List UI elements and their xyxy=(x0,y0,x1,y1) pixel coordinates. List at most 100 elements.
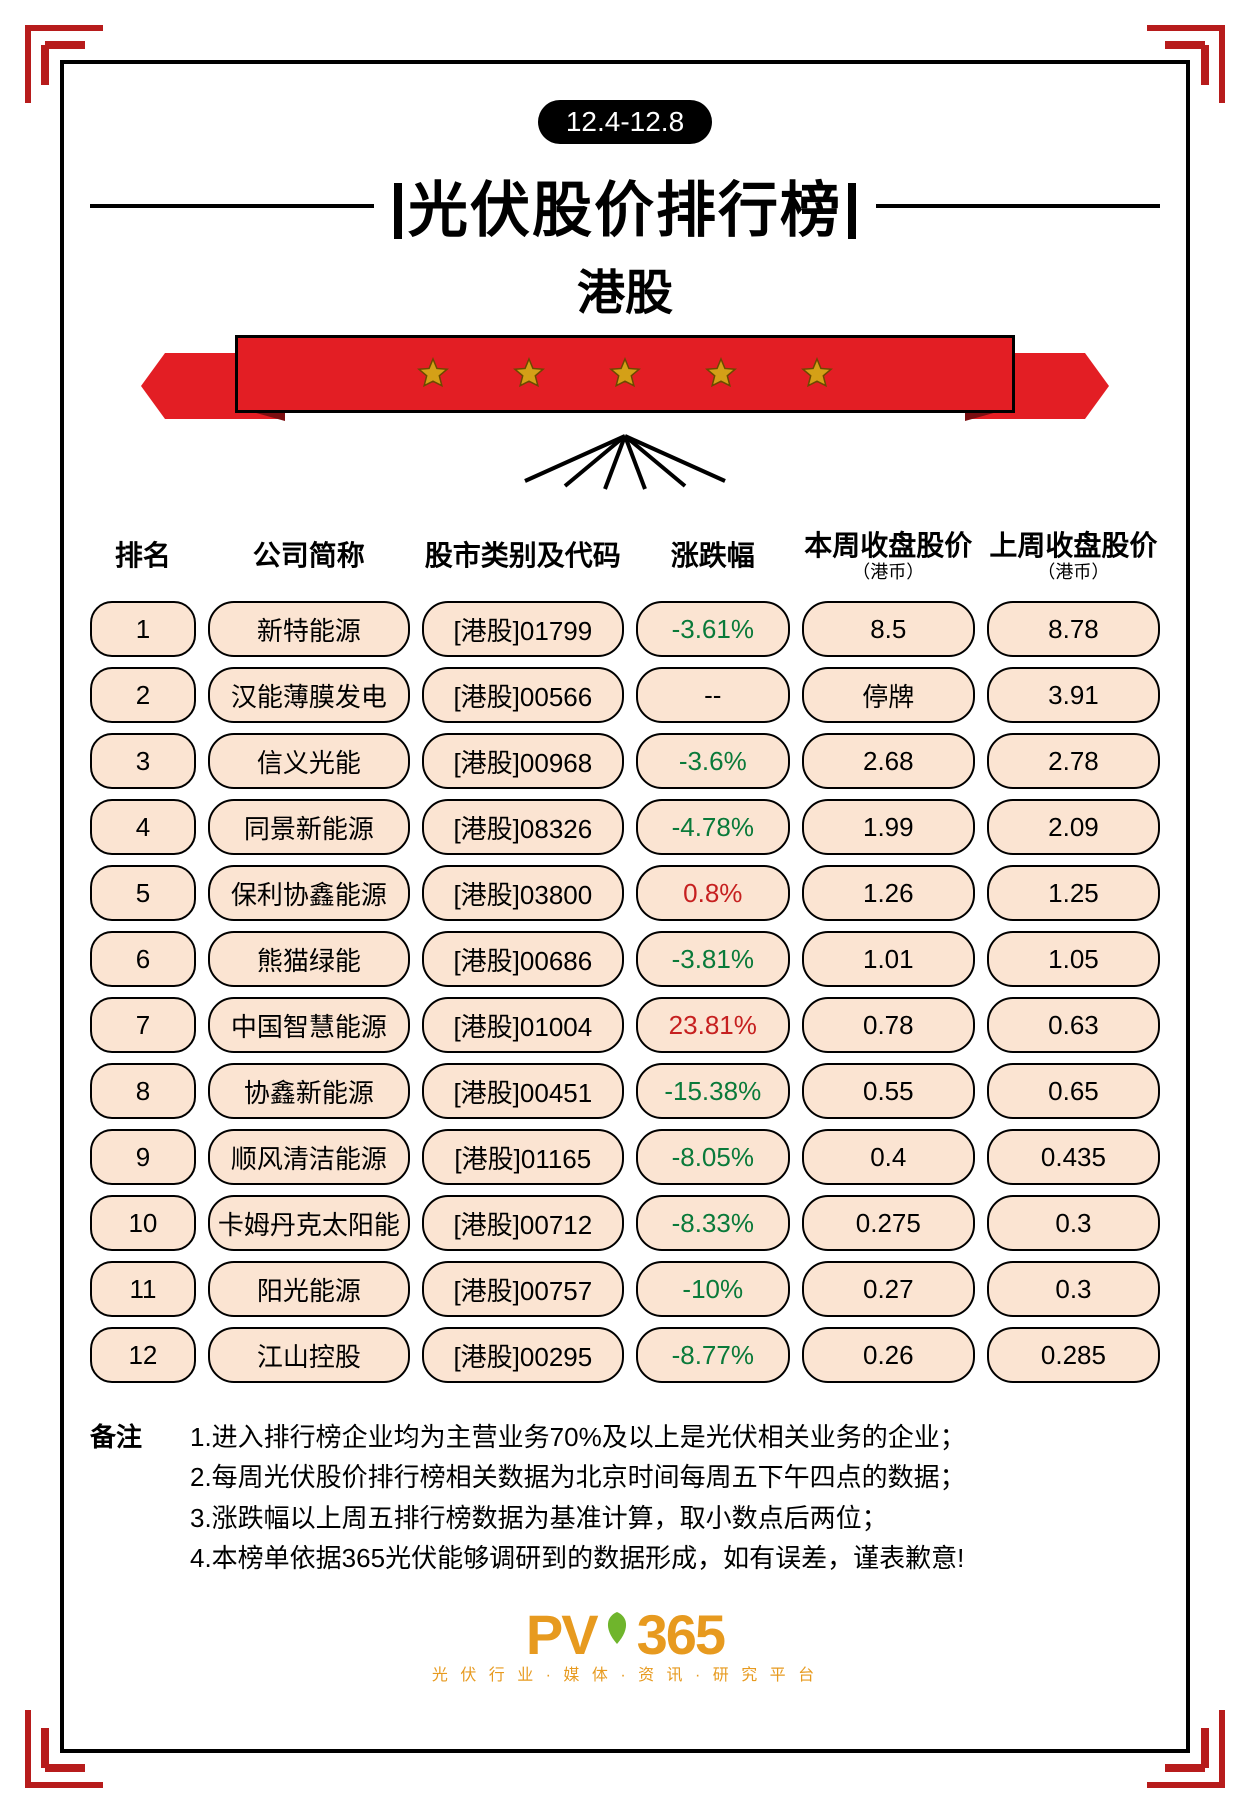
cell-rank: 11 xyxy=(90,1261,196,1317)
cell-last-week: 2.78 xyxy=(987,733,1160,789)
table-row: 1新特能源[港股]01799-3.61%8.58.78 xyxy=(90,601,1160,657)
cell-change: -- xyxy=(636,667,790,723)
table-row: 10卡姆丹克太阳能[港股]00712-8.33%0.2750.3 xyxy=(90,1195,1160,1251)
cell-this-week: 0.26 xyxy=(802,1327,975,1383)
table-row: 6熊猫绿能[港股]00686-3.81%1.011.05 xyxy=(90,931,1160,987)
header-rank: 排名 xyxy=(90,521,196,591)
star-icon xyxy=(511,356,547,392)
table-header-row: 排名 公司简称 股市类别及代码 涨跌幅 本周收盘股价（港币） 上周收盘股价（港币… xyxy=(90,521,1160,591)
cell-rank: 1 xyxy=(90,601,196,657)
cell-rank: 6 xyxy=(90,931,196,987)
cell-rank: 7 xyxy=(90,997,196,1053)
notes-label: 备注 xyxy=(90,1417,170,1578)
subtitle: 港股 xyxy=(577,253,673,323)
cell-rank: 10 xyxy=(90,1195,196,1251)
cell-change: -4.78% xyxy=(636,799,790,855)
cell-change: -3.6% xyxy=(636,733,790,789)
logo-text: PV 365 xyxy=(432,1602,818,1667)
cell-change: -10% xyxy=(636,1261,790,1317)
logo-text-a: PV xyxy=(526,1603,597,1666)
cell-last-week: 0.65 xyxy=(987,1063,1160,1119)
cell-code: [港股]00968 xyxy=(422,733,624,789)
cell-last-week: 0.435 xyxy=(987,1129,1160,1185)
logo: PV 365 光 伏 行 业 · 媒 体 · 资 讯 · 研 究 平 台 xyxy=(432,1602,818,1685)
cell-this-week: 8.5 xyxy=(802,601,975,657)
star-icon xyxy=(607,356,643,392)
cell-last-week: 0.285 xyxy=(987,1327,1160,1383)
cell-rank: 9 xyxy=(90,1129,196,1185)
cell-last-week: 0.3 xyxy=(987,1261,1160,1317)
cell-name: 同景新能源 xyxy=(208,799,410,855)
cell-rank: 5 xyxy=(90,865,196,921)
cell-code: [港股]01165 xyxy=(422,1129,624,1185)
logo-tagline: 光 伏 行 业 · 媒 体 · 资 讯 · 研 究 平 台 xyxy=(432,1661,818,1685)
notes-section: 备注 1.进入排行榜企业均为主营业务70%及以上是光伏相关业务的企业；2.每周光… xyxy=(90,1417,1160,1578)
cell-this-week: 0.27 xyxy=(802,1261,975,1317)
cell-last-week: 0.3 xyxy=(987,1195,1160,1251)
cell-last-week: 3.91 xyxy=(987,667,1160,723)
notes-list: 1.进入排行榜企业均为主营业务70%及以上是光伏相关业务的企业；2.每周光伏股价… xyxy=(190,1417,1160,1578)
cell-code: [港股]00712 xyxy=(422,1195,624,1251)
table-row: 12江山控股[港股]00295-8.77%0.260.285 xyxy=(90,1327,1160,1383)
cell-change: 23.81% xyxy=(636,997,790,1053)
cell-rank: 8 xyxy=(90,1063,196,1119)
cell-name: 卡姆丹克太阳能 xyxy=(208,1195,410,1251)
cell-change: 0.8% xyxy=(636,865,790,921)
cell-name: 顺风清洁能源 xyxy=(208,1129,410,1185)
cell-change: -8.05% xyxy=(636,1129,790,1185)
cell-code: [港股]01799 xyxy=(422,601,624,657)
cell-rank: 3 xyxy=(90,733,196,789)
table-row: 8协鑫新能源[港股]00451-15.38%0.550.65 xyxy=(90,1063,1160,1119)
page: 12.4-12.8 光伏股价排行榜 港股 xyxy=(0,0,1250,1813)
title-line-right xyxy=(876,204,1160,208)
cell-code: [港股]08326 xyxy=(422,799,624,855)
leaf-icon xyxy=(597,1608,637,1648)
cell-change: -8.33% xyxy=(636,1195,790,1251)
rays-icon xyxy=(495,431,755,491)
logo-text-b: 365 xyxy=(637,1603,724,1666)
cell-name: 协鑫新能源 xyxy=(208,1063,410,1119)
header-name: 公司简称 xyxy=(208,521,410,591)
title-text: 光伏股价排行榜 xyxy=(408,177,842,244)
cell-this-week: 2.68 xyxy=(802,733,975,789)
cell-name: 保利协鑫能源 xyxy=(208,865,410,921)
cell-name: 信义光能 xyxy=(208,733,410,789)
cell-name: 中国智慧能源 xyxy=(208,997,410,1053)
date-badge: 12.4-12.8 xyxy=(538,100,712,144)
cell-this-week: 1.01 xyxy=(802,931,975,987)
cell-code: [港股]00451 xyxy=(422,1063,624,1119)
table-row: 5保利协鑫能源[港股]038000.8%1.261.25 xyxy=(90,865,1160,921)
title-line-left xyxy=(90,204,374,208)
cell-this-week: 0.275 xyxy=(802,1195,975,1251)
cell-this-week: 1.26 xyxy=(802,865,975,921)
cell-rank: 2 xyxy=(90,667,196,723)
cell-this-week: 0.4 xyxy=(802,1129,975,1185)
cell-change: -15.38% xyxy=(636,1063,790,1119)
cell-last-week: 8.78 xyxy=(987,601,1160,657)
note-line: 3.涨跌幅以上周五排行榜数据为基准计算，取小数点后两位； xyxy=(190,1498,1160,1538)
cell-this-week: 0.78 xyxy=(802,997,975,1053)
cell-name: 江山控股 xyxy=(208,1327,410,1383)
table-body: 1新特能源[港股]01799-3.61%8.58.782汉能薄膜发电[港股]00… xyxy=(90,601,1160,1383)
cell-code: [港股]01004 xyxy=(422,997,624,1053)
table-row: 7中国智慧能源[港股]0100423.81%0.780.63 xyxy=(90,997,1160,1053)
cell-rank: 12 xyxy=(90,1327,196,1383)
header-last-week: 上周收盘股价（港币） xyxy=(987,521,1160,591)
cell-code: [港股]00295 xyxy=(422,1327,624,1383)
cell-name: 汉能薄膜发电 xyxy=(208,667,410,723)
cell-change: -8.77% xyxy=(636,1327,790,1383)
cell-code: [港股]00757 xyxy=(422,1261,624,1317)
table-row: 9顺风清洁能源[港股]01165-8.05%0.40.435 xyxy=(90,1129,1160,1185)
cell-last-week: 1.25 xyxy=(987,865,1160,921)
cell-this-week: 0.55 xyxy=(802,1063,975,1119)
main-title: 光伏股价排行榜 xyxy=(388,162,862,249)
ranking-table: 排名 公司简称 股市类别及代码 涨跌幅 本周收盘股价（港币） 上周收盘股价（港币… xyxy=(90,521,1160,1393)
cell-rank: 4 xyxy=(90,799,196,855)
header-this-week: 本周收盘股价（港币） xyxy=(802,521,975,591)
ribbon-body xyxy=(235,335,1015,413)
star-icon xyxy=(799,356,835,392)
cell-code: [港股]03800 xyxy=(422,865,624,921)
cell-this-week: 停牌 xyxy=(802,667,975,723)
note-line: 2.每周光伏股价排行榜相关数据为北京时间每周五下午四点的数据； xyxy=(190,1457,1160,1497)
note-line: 4.本榜单依据365光伏能够调研到的数据形成，如有误差，谨表歉意! xyxy=(190,1538,1160,1578)
